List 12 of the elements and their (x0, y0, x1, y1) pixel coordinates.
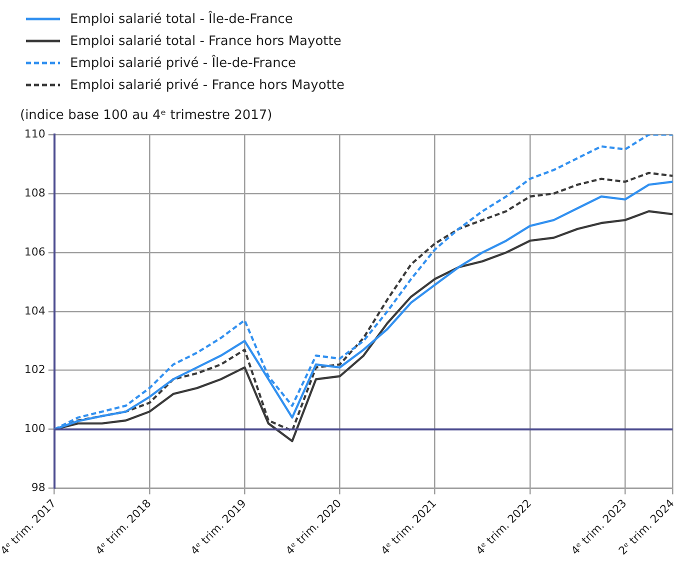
legend-label: Emploi salarié privé - Île-de-France (70, 56, 296, 70)
y-tick-label: 110 (24, 127, 46, 140)
y-tick-label: 104 (24, 304, 46, 318)
chart-subtitle: (indice base 100 au 4ᵉ trimestre 2017) (20, 108, 272, 123)
legend-label: Emploi salarié total - Île-de-France (70, 12, 293, 26)
legend-label: Emploi salarié privé - France hors Mayotte (70, 78, 345, 92)
y-tick-label: 106 (24, 245, 46, 258)
y-tick-label: 98 (31, 481, 46, 494)
y-tick-label: 100 (24, 422, 46, 436)
y-tick-label: 108 (24, 186, 46, 200)
legend-label: Emploi salarié total - France hors Mayotte (70, 34, 342, 48)
y-tick-label: 102 (24, 363, 46, 376)
